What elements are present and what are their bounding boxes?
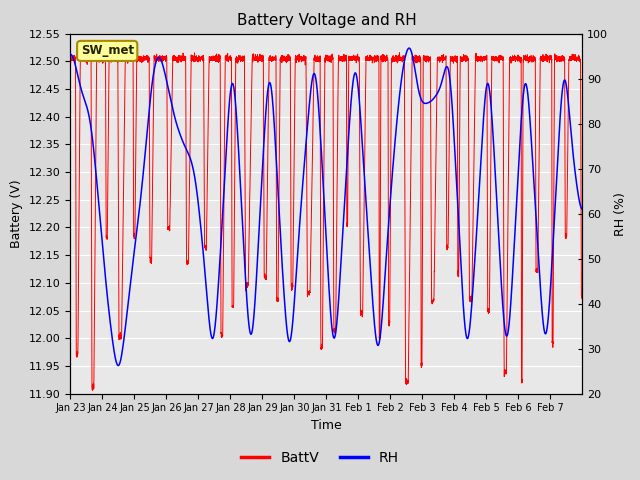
Y-axis label: RH (%): RH (%) [614, 192, 627, 236]
Text: SW_met: SW_met [81, 44, 134, 58]
Legend: BattV, RH: BattV, RH [236, 445, 404, 471]
Y-axis label: Battery (V): Battery (V) [10, 180, 23, 248]
X-axis label: Time: Time [311, 419, 342, 432]
Title: Battery Voltage and RH: Battery Voltage and RH [237, 13, 416, 28]
